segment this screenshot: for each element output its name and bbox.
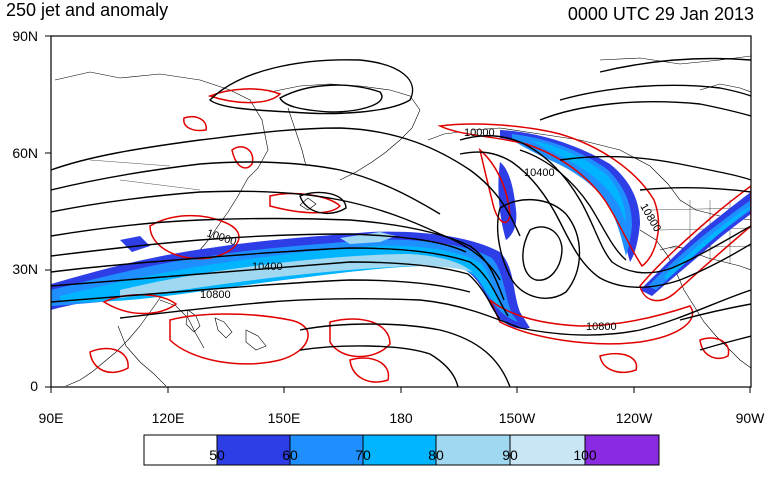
lon-label-180: 180 (389, 410, 413, 426)
colorbar-label-70: 70 (355, 447, 371, 463)
colorbar-label-50: 50 (209, 447, 225, 463)
contour-label-10400-a: 10400 (524, 167, 555, 179)
colorbar-label-80: 80 (428, 447, 444, 463)
tick-marks (45, 35, 751, 393)
contour-label-10800-b: 10800 (586, 321, 617, 333)
lat-label-0: 0 (30, 378, 38, 394)
lon-label-90e: 90E (38, 410, 64, 426)
coastlines (54, 55, 751, 387)
contour-label-10400-b: 10400 (252, 261, 283, 273)
height-contours (51, 57, 751, 387)
lon-label-120e: 120E (151, 410, 185, 426)
map-title: 250 jet and anomaly (6, 0, 169, 20)
contour-label-10800-a: 10800 (200, 289, 231, 301)
colorbar-label-100: 100 (573, 447, 597, 463)
lat-label-30n: 30N (12, 261, 38, 277)
valid-time: 0000 UTC 29 Jan 2013 (567, 4, 754, 24)
colorbar-label-90: 90 (502, 447, 518, 463)
lat-label-90n: 90N (12, 28, 38, 44)
colorbar-label-60: 60 (282, 447, 298, 463)
colorbar (143, 434, 660, 466)
lon-label-150w: 150W (498, 410, 536, 426)
lon-label-120w: 120W (615, 410, 653, 426)
lon-label-90w: 90W (735, 410, 765, 426)
lon-label-150e: 150E (267, 410, 301, 426)
lat-label-60n: 60N (12, 145, 38, 161)
contour-label-10000-a: 10000 (464, 127, 495, 139)
